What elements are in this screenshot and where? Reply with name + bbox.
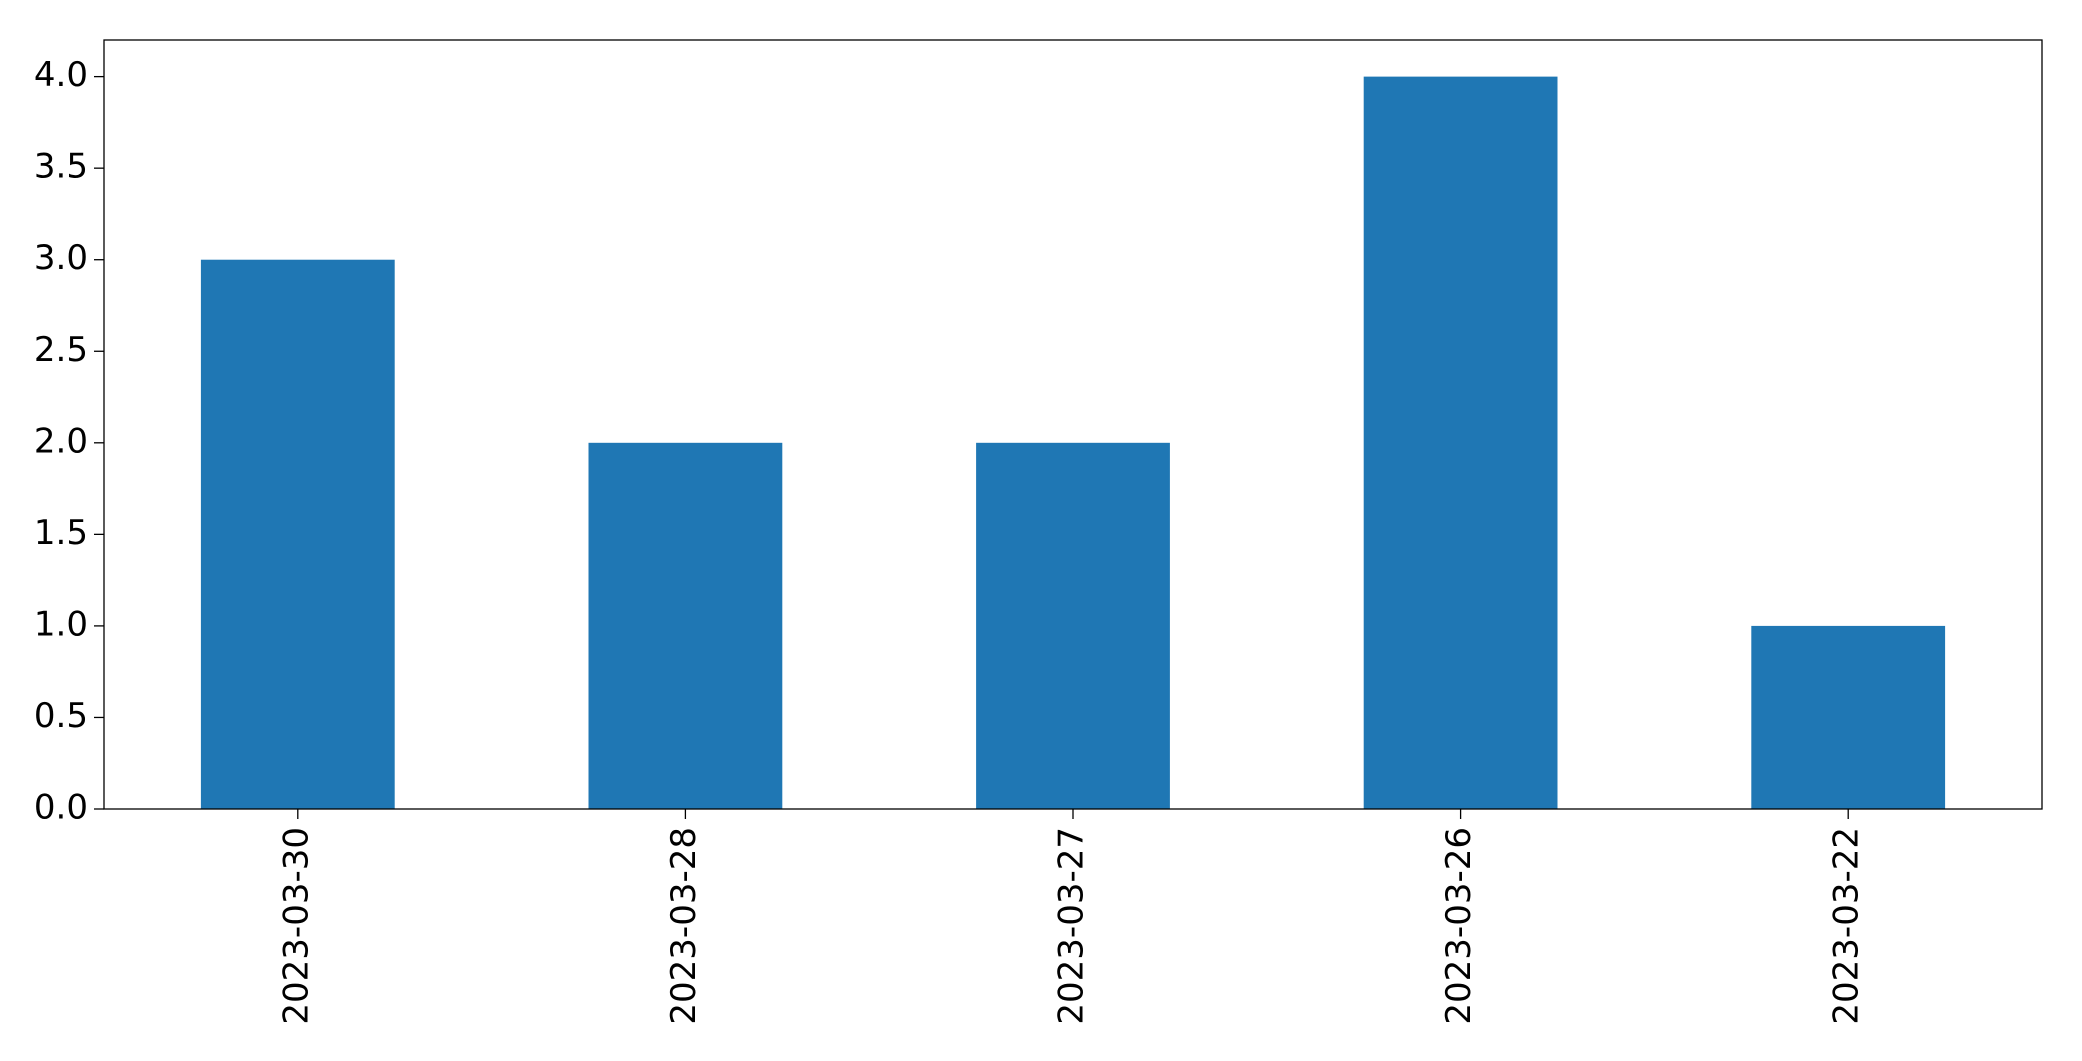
y-tick-label: 2.0	[34, 421, 88, 461]
plot-frame	[103, 39, 2043, 810]
y-tick-label: 2.5	[34, 330, 88, 370]
y-tick-label: 0.5	[34, 696, 88, 736]
bar	[1363, 76, 1558, 810]
y-tick-label: 4.0	[34, 55, 88, 95]
bar	[588, 442, 783, 809]
y-tick-label: 1.5	[34, 513, 88, 553]
x-tick-label: 2023-03-26	[1439, 827, 1479, 1025]
x-tick-label: 2023-03-27	[1052, 827, 1092, 1025]
y-tick-label: 3.0	[34, 238, 88, 278]
x-tick-label: 2023-03-22	[1827, 827, 1867, 1025]
y-tick-label: 1.0	[34, 604, 88, 644]
x-tick-label: 2023-03-30	[276, 827, 316, 1025]
y-tick-label: 3.5	[34, 147, 88, 187]
y-tick-label: 0.0	[34, 788, 88, 828]
bar	[976, 442, 1170, 809]
x-tick-label: 2023-03-28	[664, 827, 704, 1025]
bar	[200, 259, 395, 809]
bar	[1751, 625, 1946, 809]
